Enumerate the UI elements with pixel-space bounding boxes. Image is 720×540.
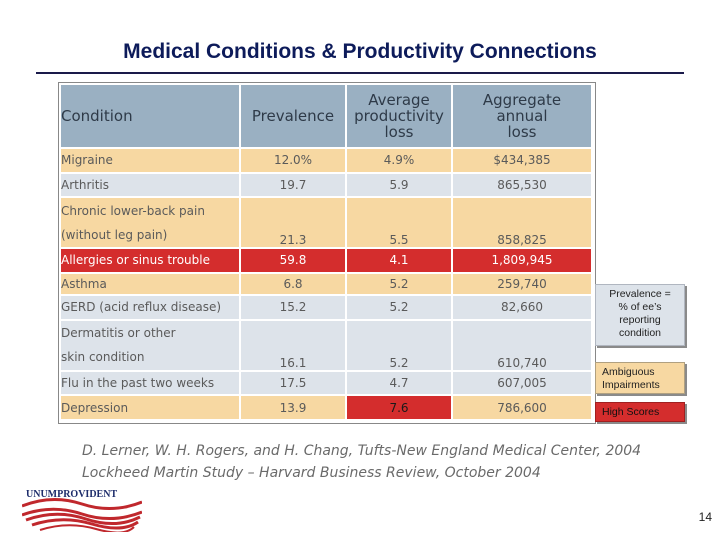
logo-graphic: UNUMPROVIDENT (21, 489, 143, 534)
legend-high-scores: High Scores (595, 402, 685, 422)
legend-prevalence-line: condition (618, 327, 662, 339)
cell-prevalence: 6.8 (241, 273, 347, 297)
legend-ambiguous-line: Ambiguous (602, 366, 655, 378)
cell-condition: Allergies or sinus trouble (61, 249, 241, 274)
conditions-table-frame: Condition Prevalence Average productivit… (58, 82, 596, 424)
cell-condition: Chronic lower-back pain (without leg pai… (61, 198, 241, 250)
cell-prevalence: 13.9 (241, 396, 347, 421)
table-row: Asthma 6.8 5.2 259,740 (61, 273, 593, 297)
cell-agg-loss: 865,530 (453, 173, 593, 199)
cell-agg-loss: 1,809,945 (453, 249, 593, 274)
cell-condition: Arthritis (61, 173, 241, 199)
cell-condition-line: skin condition (61, 350, 145, 365)
cell-condition: Asthma (61, 273, 241, 297)
logo-wordmark: UNUMPROVIDENT (26, 489, 117, 500)
cell-avg-loss: 5.2 (347, 320, 453, 372)
cell-condition: Dermatitis or other skin condition (61, 320, 241, 372)
unumprovident-logo: UNUMPROVIDENT (21, 486, 143, 534)
cell-condition-line: (without leg pain) (61, 227, 168, 242)
cell-avg-loss: 4.1 (347, 249, 453, 274)
cell-agg-loss: 858,825 (453, 198, 593, 250)
cell-avg-loss: 5.2 (347, 296, 453, 321)
page-number: 14 (698, 510, 712, 524)
legend-prevalence-line: reporting (619, 314, 661, 326)
cell-condition-line: Chronic lower-back pain (61, 203, 205, 218)
header-agg-line: loss (507, 123, 537, 141)
cell-avg-loss: 7.6 (347, 396, 453, 421)
table-row: GERD (acid reflux disease) 15.2 5.2 82,6… (61, 296, 593, 321)
legend-prevalence-line: Prevalence = (609, 288, 671, 300)
cell-agg-loss: 82,660 (453, 296, 593, 321)
header-agg-line: annual (496, 107, 548, 125)
header-aggregate-annual-loss: Aggregate annual loss (453, 85, 593, 149)
table-row: Migraine 12.0% 4.9% $434,385 (61, 149, 593, 174)
cell-avg-loss: 5.9 (347, 173, 453, 199)
cell-condition: Flu in the past two weeks (61, 371, 241, 397)
header-agg-line: Aggregate (482, 91, 562, 109)
cell-condition-line: Dermatitis or other (61, 326, 176, 341)
conditions-table: Condition Prevalence Average productivit… (61, 85, 593, 421)
cell-prevalence: 15.2 (241, 296, 347, 321)
table-row: Dermatitis or other skin condition 16.1 … (61, 320, 593, 372)
cell-condition: Depression (61, 396, 241, 421)
header-average-productivity-loss: Average productivity loss (347, 85, 453, 149)
cell-agg-loss: 259,740 (453, 273, 593, 297)
citation: D. Lerner, W. H. Rogers, and H. Chang, T… (82, 440, 641, 484)
legend-prevalence-note: Prevalence = % of ee’s reporting conditi… (595, 284, 685, 346)
cell-prevalence: 12.0% (241, 149, 347, 174)
legend-ambiguous-impairments: Ambiguous Impairments (595, 362, 685, 394)
cell-avg-loss: 4.7 (347, 371, 453, 397)
cell-prevalence: 59.8 (241, 249, 347, 274)
cell-prevalence: 16.1 (241, 320, 347, 372)
cell-prevalence: 21.3 (241, 198, 347, 250)
header-avg-line: Average (368, 91, 430, 109)
legend-ambiguous-line: Impairments (602, 379, 660, 391)
table-row: Flu in the past two weeks 17.5 4.7 607,0… (61, 371, 593, 397)
cell-prevalence: 17.5 (241, 371, 347, 397)
header-condition: Condition (61, 85, 241, 149)
cell-agg-loss: $434,385 (453, 149, 593, 174)
cell-avg-loss: 4.9% (347, 149, 453, 174)
header-avg-line: loss (384, 123, 414, 141)
header-avg-line: productivity (354, 107, 444, 125)
legend-prevalence-line: % of ee’s (618, 301, 662, 313)
cell-avg-loss: 5.5 (347, 198, 453, 250)
citation-line-1: D. Lerner, W. H. Rogers, and H. Chang, T… (82, 443, 642, 459)
title-underline (36, 72, 684, 74)
cell-agg-loss: 607,005 (453, 371, 593, 397)
cell-avg-loss: 5.2 (347, 273, 453, 297)
table-row: Chronic lower-back pain (without leg pai… (61, 198, 593, 250)
table-row: Depression 13.9 7.6 786,600 (61, 396, 593, 421)
cell-prevalence: 19.7 (241, 173, 347, 199)
header-prevalence: Prevalence (241, 85, 347, 149)
citation-line-2: Lockheed Martin Study – Harvard Business… (82, 465, 541, 481)
table-row: Arthritis 19.7 5.9 865,530 (61, 173, 593, 199)
table-row: Allergies or sinus trouble 59.8 4.1 1,80… (61, 249, 593, 274)
cell-condition: Migraine (61, 149, 241, 174)
slide-title: Medical Conditions & Productivity Connec… (123, 40, 597, 63)
flag-stripes-icon (21, 498, 143, 534)
cell-agg-loss: 610,740 (453, 320, 593, 372)
cell-agg-loss: 786,600 (453, 396, 593, 421)
cell-condition: GERD (acid reflux disease) (61, 296, 241, 321)
